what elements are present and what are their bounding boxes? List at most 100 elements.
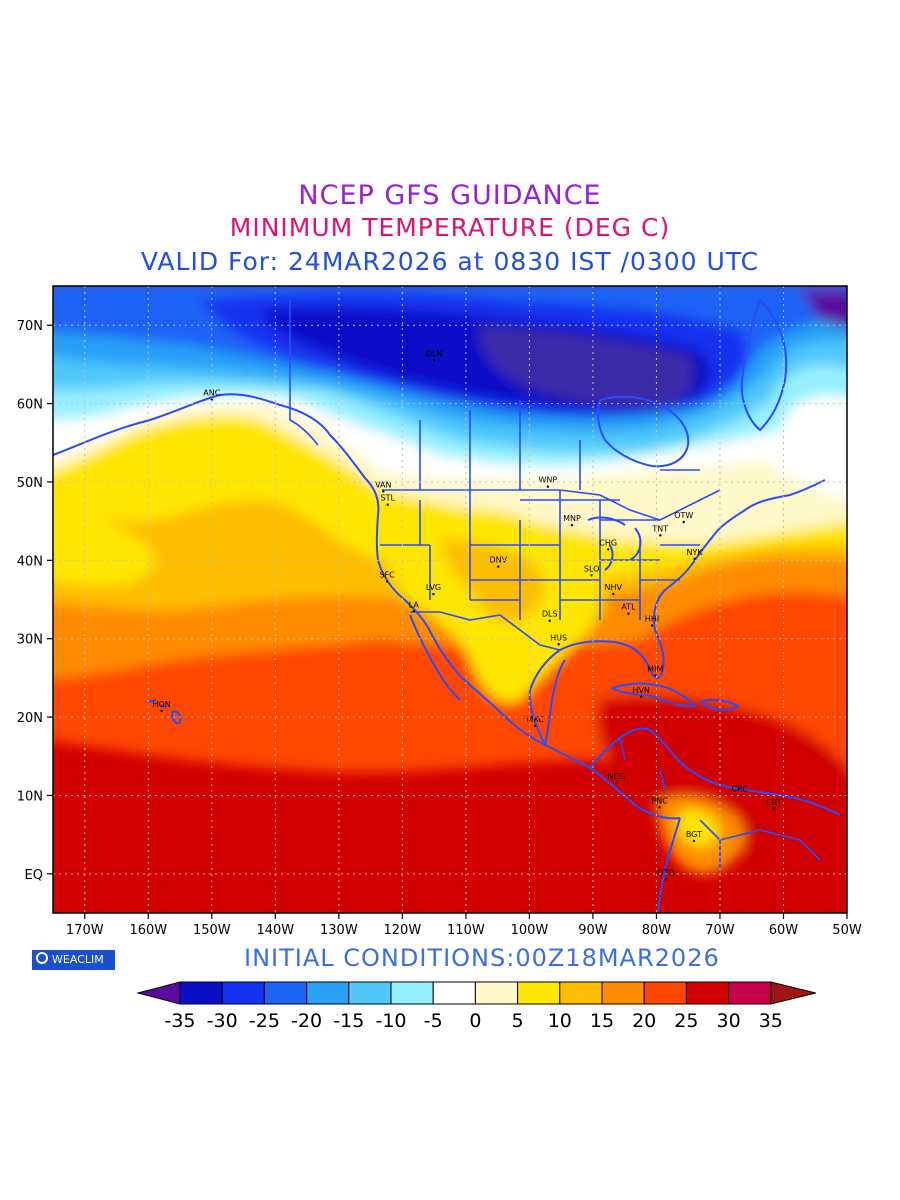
city-label: CRC [731, 785, 748, 794]
city-label: ATL [621, 603, 636, 612]
colorbar-swatch [390, 981, 434, 1005]
city-marker [386, 503, 389, 506]
lon-tick-label: 50W [832, 923, 862, 938]
lon-tick-label: 110W [447, 923, 485, 938]
colorbar-label: 35 [759, 1010, 783, 1032]
city-marker [606, 548, 610, 551]
city-label: NHV [605, 583, 623, 592]
lon-tick-label: 140W [256, 923, 294, 938]
lat-tick-label: 50N [17, 476, 43, 491]
colorbar-swatch [728, 981, 772, 1005]
city-marker [432, 359, 436, 362]
colorbar-swatch [643, 981, 687, 1005]
lat-tick-label: 30N [17, 633, 43, 648]
colorbar-label: 25 [674, 1010, 698, 1032]
city-marker [385, 580, 389, 583]
city-label: DLN [426, 350, 443, 359]
city-label: OTW [674, 511, 693, 520]
colorbar-swatch [179, 981, 223, 1005]
axes: 170W 160W 150W 140W 130W 120W 110W 100W 90W 80W 70… [17, 319, 862, 938]
title-line-2: MINIMUM TEMPERATURE (DEG C) [229, 213, 671, 242]
colorbar-swatch [263, 981, 308, 1005]
city-marker [432, 592, 435, 596]
colorbar-label: -30 [207, 1010, 238, 1032]
title-line-1: NCEP GFS GUIDANCE [298, 180, 602, 211]
city-marker [533, 724, 537, 727]
city-label: CRT [766, 798, 782, 807]
city-label: PNC [651, 796, 668, 805]
temperature-field [53, 286, 847, 913]
weaclim-logo: WEACLIM [32, 950, 115, 970]
city-label: ANC [203, 389, 220, 398]
lat-tick-label: 70N [17, 319, 43, 334]
city-marker [772, 807, 776, 811]
city-marker [682, 520, 685, 524]
lon-tick-label: 80W [642, 923, 672, 938]
lon-tick-label: 130W [320, 923, 358, 938]
city-label: NYK [686, 548, 703, 557]
colorbar-label: 5 [512, 1010, 524, 1032]
city-marker [639, 695, 643, 698]
colorbar-label: 10 [548, 1010, 572, 1032]
colorbar: -35 -30 -25 -20 -15 -10 -5 0 5 10 15 20 25 30 35 [136, 981, 816, 1032]
city-label: MXC [526, 715, 544, 724]
lon-tick-label: 170W [66, 923, 104, 938]
colorbar-label: -20 [291, 1010, 322, 1032]
colorbar-swatch [474, 981, 519, 1005]
city-label: VAN [375, 480, 391, 489]
city-label: HVN [632, 686, 649, 695]
lon-tick-label: 100W [511, 923, 549, 938]
city-marker [546, 485, 550, 488]
city-marker [659, 534, 662, 537]
colorbar-swatch [601, 981, 645, 1005]
colorbar-label: -10 [375, 1010, 406, 1032]
city-label: MIM [647, 665, 663, 674]
city-label: MNP [563, 514, 581, 523]
city-marker [570, 523, 574, 527]
city-marker [160, 709, 163, 713]
lon-tick-label: 150W [193, 923, 231, 938]
colorbar-label: 30 [717, 1010, 741, 1032]
city-marker [650, 624, 654, 627]
city-label: BGT [686, 830, 702, 839]
colorbar-label: -35 [164, 1010, 195, 1032]
lat-tick-label: 20N [17, 711, 43, 726]
city-label: HON [152, 700, 170, 709]
city-label: LVG [426, 583, 441, 592]
colorbar-swatch [306, 981, 350, 1005]
city-marker [382, 490, 385, 493]
lat-tick-label: EQ [25, 868, 43, 883]
city-label: TNT [651, 524, 668, 533]
colorbar-label: -15 [333, 1010, 364, 1032]
city-label: QTO [657, 868, 674, 877]
colorbar-swatch [348, 981, 392, 1005]
city-label: HHI [645, 614, 659, 623]
city-marker [738, 794, 741, 797]
city-marker [590, 574, 593, 577]
map-frame [52, 285, 848, 914]
city-label: HUS [550, 633, 567, 642]
city-marker [557, 643, 560, 646]
city-marker [627, 612, 630, 615]
city-marker [693, 557, 696, 561]
colorbar-swatch [559, 981, 603, 1005]
gridlines [53, 286, 847, 913]
colorbar-label: -25 [249, 1010, 280, 1032]
colorbar-label: 15 [590, 1010, 614, 1032]
colorbar-swatch [685, 981, 730, 1005]
colorbar-swatch [432, 981, 476, 1005]
city-marker [612, 592, 615, 596]
colorbar-swatch [517, 981, 561, 1005]
title-line-3: VALID For: 24MAR2026 at 0830 IST /0300 U… [140, 247, 760, 276]
city-marker [615, 781, 618, 785]
city-label: WNP [538, 476, 557, 485]
city-label: NCG [608, 772, 626, 781]
city-marker [548, 619, 551, 622]
lon-tick-label: 120W [384, 923, 422, 938]
lon-tick-label: 60W [769, 923, 799, 938]
colorbar-label: 0 [469, 1010, 481, 1032]
city-label: SLO [584, 564, 600, 573]
lat-tick-label: 40N [17, 554, 43, 569]
city-marker [658, 806, 661, 809]
